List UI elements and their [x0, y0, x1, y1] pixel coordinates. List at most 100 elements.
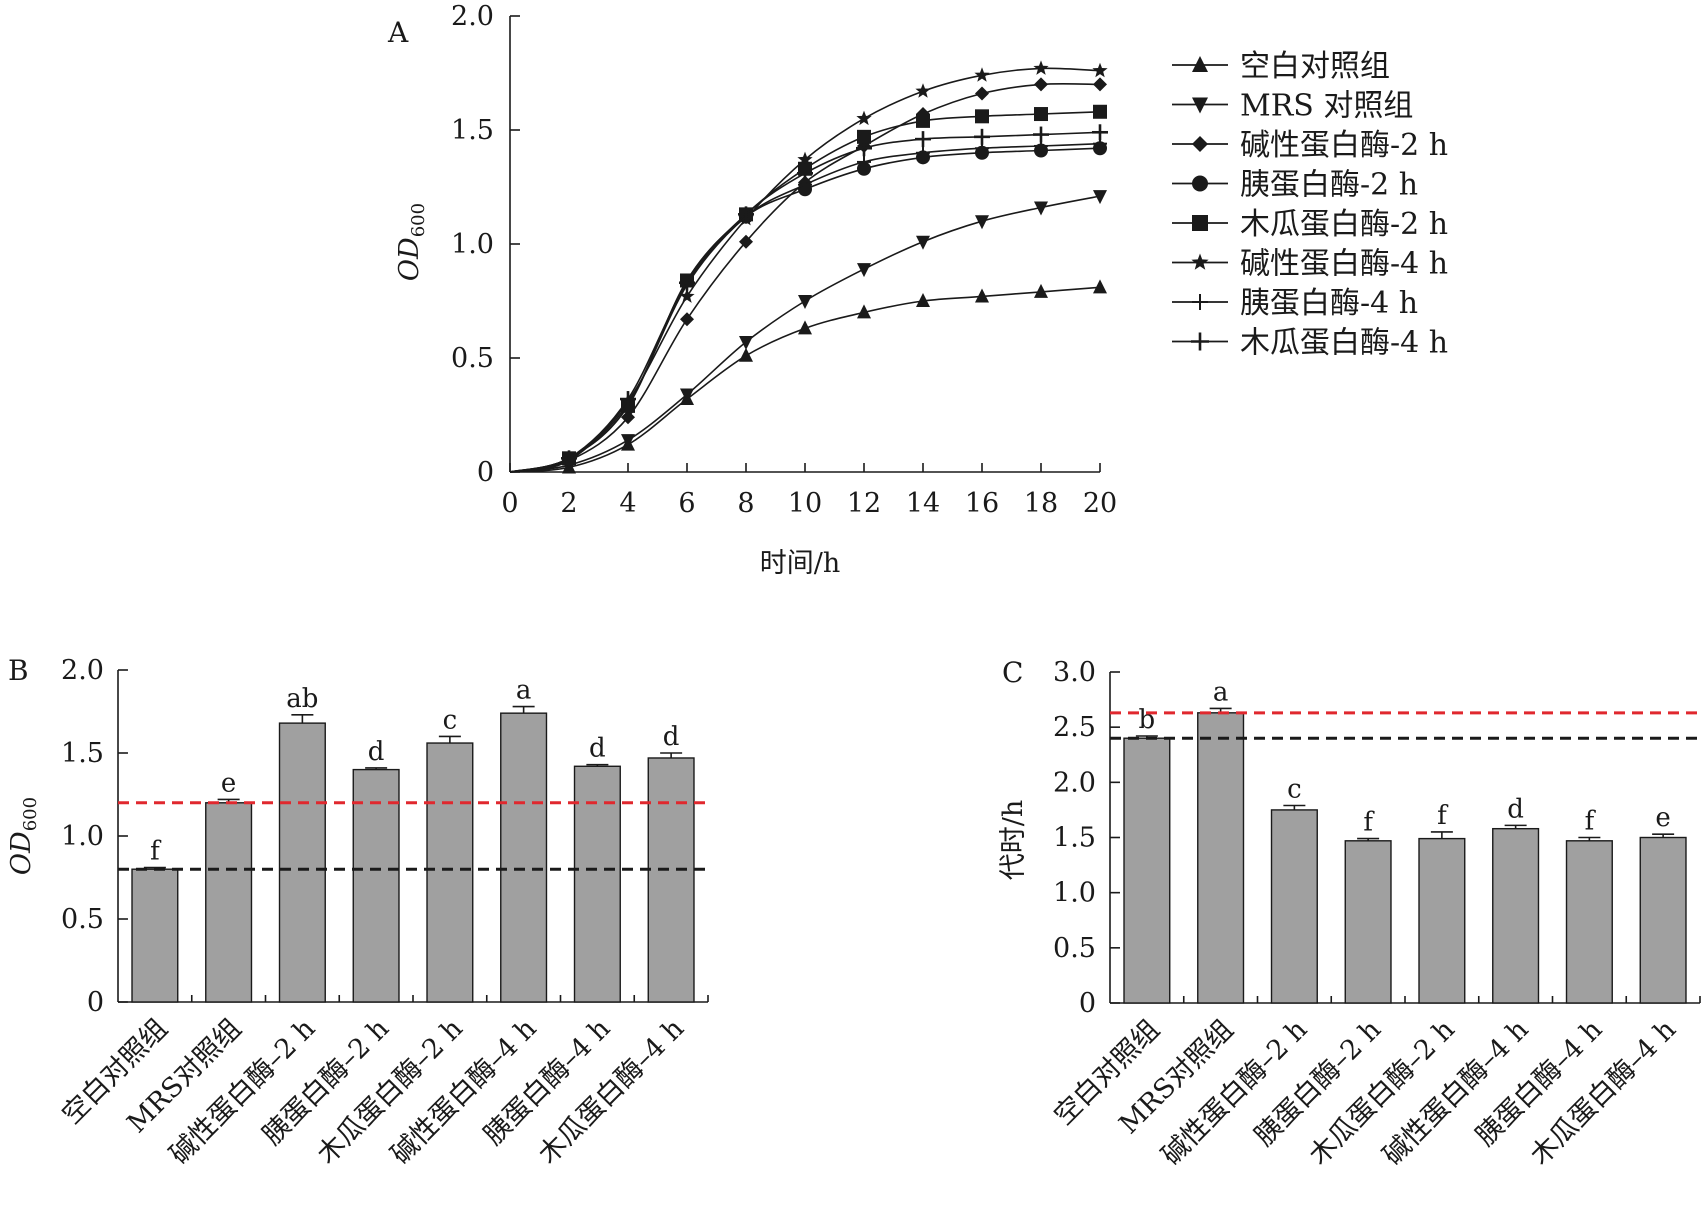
legend-item: 空白对照组	[1172, 49, 1390, 84]
data-point	[797, 165, 813, 182]
panel-b-significance-label: d	[368, 737, 385, 767]
panel-a-line-chart: A 0 2 4 6 8 10 12 14 16 18 20 0 0.5 1.0 1.5 2.0 空白对照组 MR…	[387, 1, 1448, 579]
panel-b-bar	[426, 742, 474, 1003]
legend-label: 碱性蛋白酶-2 h	[1240, 128, 1448, 163]
data-point	[1192, 97, 1208, 114]
panel-c-y-tick-label: 1.5	[1053, 823, 1096, 854]
legend-item: 碱性蛋白酶-2 h	[1172, 128, 1448, 163]
data-point	[680, 388, 694, 403]
data-point	[856, 110, 872, 126]
panel-a-x-tick-label: 10	[788, 488, 822, 519]
panel-b-bar	[352, 768, 400, 1003]
data-point	[856, 140, 872, 157]
data-point	[975, 215, 989, 230]
data-point	[1033, 60, 1049, 75]
data-point	[1093, 279, 1107, 294]
data-point	[561, 450, 577, 467]
data-point	[739, 336, 753, 351]
data-point	[1093, 104, 1107, 119]
data-point	[975, 109, 989, 124]
data-point	[1093, 77, 1107, 92]
panel-b-significance-label: c	[443, 705, 458, 735]
panel-b-y-tick-label: 1.5	[61, 738, 104, 769]
legend-item: 胰蛋白酶-4 h	[1172, 286, 1418, 321]
panel-a-series	[509, 124, 1108, 473]
data-point	[857, 304, 871, 319]
data-point	[916, 145, 930, 160]
legend-label: MRS 对照组	[1240, 89, 1413, 124]
data-point	[975, 288, 989, 303]
panel-c-significance-label: c	[1287, 775, 1302, 805]
panel-a-x-tick-label: 12	[847, 488, 881, 519]
panel-c-significance-label: f	[1363, 808, 1375, 838]
panel-c-bar	[1123, 737, 1171, 1004]
panel-a-y-tick-label: 1.5	[451, 115, 494, 146]
data-point	[621, 434, 635, 449]
data-point	[1034, 201, 1048, 216]
panel-a-x-tick-label: 4	[619, 488, 636, 519]
panel-c-y-tick-label: 3.0	[1053, 657, 1096, 688]
data-point	[1191, 332, 1209, 351]
panel-b-letter: B	[8, 654, 29, 687]
panel-a-x-tick-label: 2	[560, 488, 577, 519]
data-point	[1191, 253, 1209, 270]
data-point	[915, 83, 931, 98]
legend-label: 碱性蛋白酶-4 h	[1240, 247, 1448, 282]
panel-c-bar	[1565, 840, 1613, 1004]
panel-c-bar	[1418, 837, 1466, 1004]
panel-b-significance-label: e	[221, 768, 236, 798]
panel-b-bar	[278, 722, 326, 1003]
data-point	[1192, 215, 1208, 231]
legend-item: 胰蛋白酶-2 h	[1172, 168, 1418, 203]
panel-a-x-tick-label: 8	[737, 488, 754, 519]
panel-a-y-tick-label: 2.0	[451, 1, 494, 32]
data-point	[1093, 190, 1107, 205]
panel-a-y-axis-label: OD600	[394, 203, 429, 281]
data-point	[857, 154, 871, 169]
panel-b-bar	[500, 712, 548, 1003]
data-point	[857, 263, 871, 278]
panel-c-significance-label: d	[1507, 794, 1524, 824]
data-point	[857, 129, 871, 144]
panel-b-y-tick-label: 1.0	[61, 821, 104, 852]
data-point	[798, 295, 812, 309]
panel-a-x-tick-label: 16	[965, 488, 999, 519]
panel-a-x-axis-label: 时间/h	[760, 548, 841, 579]
panel-c-bar	[1492, 827, 1540, 1004]
panel-b-y-axis-label: OD600	[6, 797, 41, 875]
panel-b-bar	[647, 757, 695, 1003]
legend-item: 木瓜蛋白酶-2 h	[1172, 207, 1448, 242]
data-point	[1192, 175, 1208, 192]
panel-a-x-tick-label: 20	[1083, 488, 1117, 519]
panel-b-bar	[205, 802, 253, 1003]
data-point	[1092, 124, 1108, 141]
panel-b-y-tick-label: 0	[87, 987, 104, 1018]
panel-c-letter: C	[1002, 656, 1023, 689]
panel-a-x-tick-label: 6	[678, 488, 695, 519]
data-point	[738, 206, 754, 223]
data-point	[739, 234, 753, 249]
panel-a-y-tick-label: 0	[477, 457, 494, 488]
panel-a-series	[509, 60, 1108, 473]
panel-c-y-tick-label: 1.0	[1053, 878, 1096, 909]
data-point	[1192, 56, 1208, 72]
legend-label: 空白对照组	[1240, 49, 1390, 84]
data-point	[679, 274, 695, 291]
data-point	[916, 113, 930, 128]
series-line	[509, 147, 1101, 473]
data-point	[1034, 283, 1048, 298]
data-point	[975, 86, 989, 101]
panel-a-x-tick-label: 0	[501, 488, 518, 519]
panel-c-significance-label: a	[1213, 677, 1229, 707]
panel-b-bar	[573, 765, 621, 1003]
panel-c-y-tick-label: 2.5	[1053, 712, 1096, 743]
panel-c-significance-label: f	[1437, 801, 1449, 831]
panel-a-series	[509, 77, 1107, 473]
legend-label: 胰蛋白酶-2 h	[1240, 168, 1418, 203]
data-point	[916, 235, 930, 250]
data-point	[915, 131, 931, 148]
data-point	[679, 288, 695, 303]
panel-a-x-tick-label: 14	[906, 488, 940, 519]
